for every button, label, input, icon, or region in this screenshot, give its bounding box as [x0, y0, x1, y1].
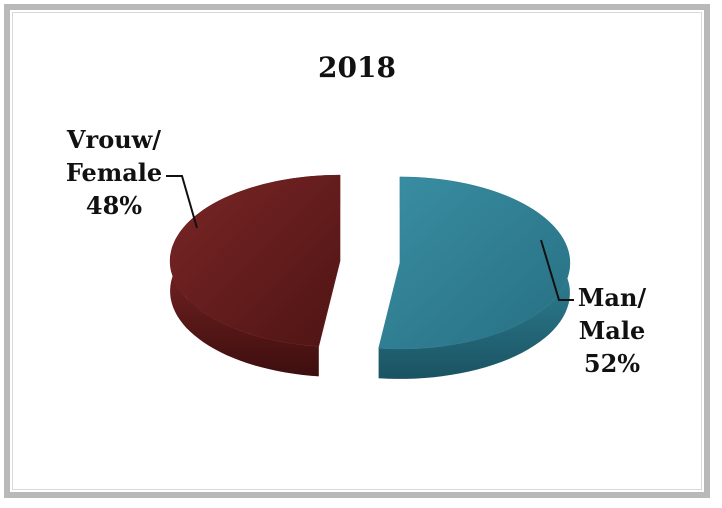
chart-frame [4, 4, 710, 498]
label-male-line2: Male [579, 316, 646, 345]
slice-female-top [169, 174, 341, 347]
slice-male [378, 176, 571, 379]
label-male: Man/ Male 52% [540, 239, 647, 378]
label-female-line2: Female [66, 158, 162, 187]
slice-female [169, 174, 341, 377]
label-female-percent: 48% [86, 191, 142, 220]
leader-line-male [540, 239, 574, 301]
slice-male-top [378, 176, 571, 350]
chart-title: 2018 [318, 51, 396, 84]
label-female: Vrouw/ Female 48% [66, 125, 198, 229]
label-male-percent: 52% [584, 349, 640, 378]
label-male-line1: Man/ [578, 283, 647, 312]
label-female-line1: Vrouw/ [66, 125, 161, 154]
leader-line-female [166, 175, 198, 229]
